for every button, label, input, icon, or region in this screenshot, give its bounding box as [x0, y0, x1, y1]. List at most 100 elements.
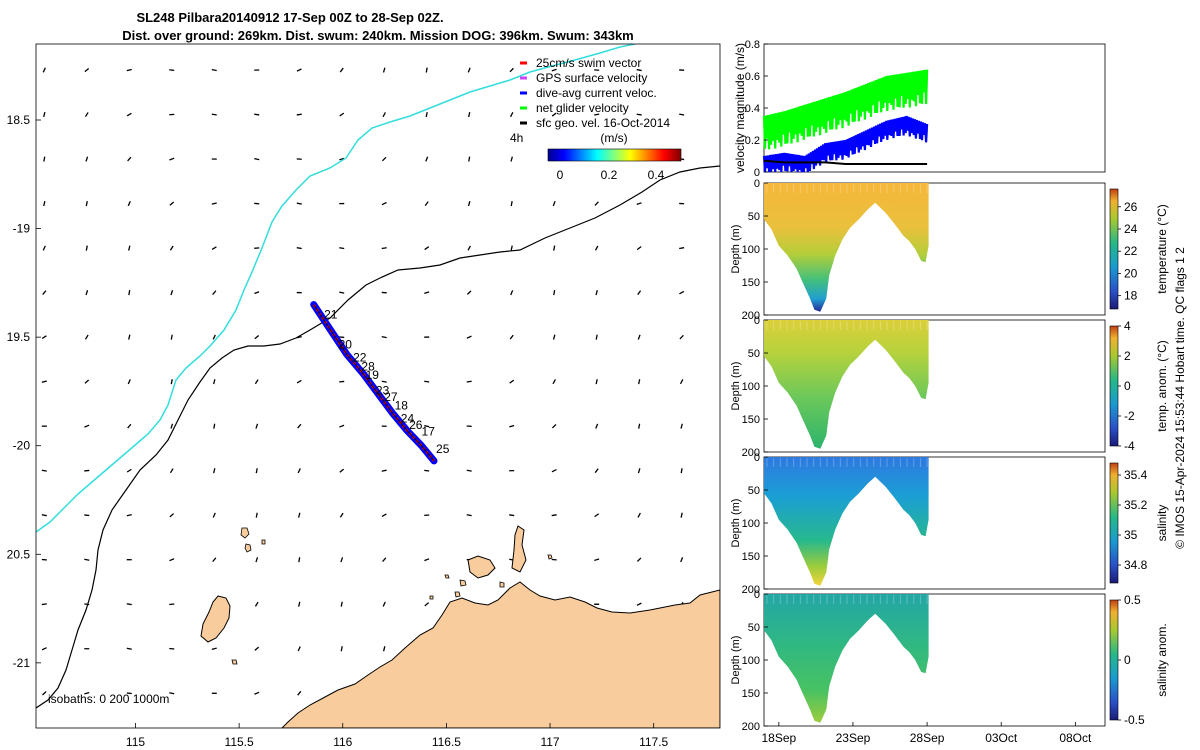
- vector-arrow: [424, 558, 430, 562]
- vector-arrow: [85, 245, 88, 251]
- vector-arrow: [595, 290, 598, 296]
- vector-arrow: [170, 334, 173, 340]
- vector-arrow: [510, 201, 513, 207]
- vector-arrow: [169, 157, 175, 161]
- legend-label: sfc geo. vel. 16-Oct-2014: [536, 116, 670, 130]
- velocity-ytick-label: 0.4: [745, 103, 760, 115]
- map-ytick-label: -21: [13, 656, 31, 670]
- depth-tick-label: 0: [754, 315, 760, 327]
- vector-arrow: [43, 156, 46, 162]
- legend-label: net glider velocity: [536, 101, 629, 115]
- small-islands: [231, 527, 553, 665]
- colorbar-tick-label: 34.8: [1124, 558, 1148, 572]
- vector-arrow: [41, 647, 47, 651]
- vector-arrow: [553, 290, 556, 296]
- map-xtick-label: 115: [126, 735, 145, 749]
- legend-label: dive-avg current veloc.: [536, 86, 657, 100]
- vector-arrow: [553, 245, 556, 251]
- vector-arrow: [468, 111, 471, 118]
- vector-arrow: [84, 558, 90, 561]
- vector-arrow: [255, 423, 259, 429]
- day-label: 28: [361, 359, 375, 373]
- vector-arrow: [297, 423, 302, 429]
- vector-arrow: [254, 157, 260, 161]
- vector-arrow: [636, 68, 642, 72]
- section-panel-salinity-anom: 0 50 100 150 200 Depth (m) 0.5 0 -0.5 salinity an…: [730, 589, 1169, 733]
- dive-avg-current-series: [762, 115, 929, 173]
- vector-arrow: [297, 646, 301, 652]
- vector-arrow: [41, 469, 47, 472]
- vector-arrow: [213, 423, 216, 429]
- vector-arrow: [254, 335, 260, 340]
- time-tick-label: 23Sep: [836, 731, 871, 745]
- section-colorbar: [1109, 188, 1119, 310]
- glider-track: [310, 301, 438, 465]
- chart-subtitle: Dist. over ground: 269km. Dist. swum: 24…: [122, 28, 634, 43]
- depth-tick-label: 0: [754, 589, 760, 601]
- depth-tick-label: 200: [742, 447, 760, 459]
- vector-arrow: [468, 156, 471, 162]
- vector-arrow: [382, 112, 386, 118]
- vector-arrow: [84, 334, 89, 340]
- vector-arrow: [595, 423, 599, 429]
- vector-arrow: [84, 603, 90, 606]
- day-label: 27: [384, 390, 398, 404]
- sfc-geo-vel-series: [763, 159, 928, 165]
- vector-arrow: [595, 379, 598, 385]
- vector-arrow: [169, 201, 175, 206]
- vector-arrow: [84, 112, 89, 118]
- vector-arrow: [43, 201, 46, 207]
- map-xtick-label: 116: [333, 735, 352, 749]
- vector-arrow: [339, 468, 345, 473]
- credit-text: © IMOS 15-Apr-2024 15:53:44 Hobart time.…: [1173, 247, 1187, 549]
- day-label: 25: [436, 442, 450, 456]
- vector-arrow: [509, 424, 515, 428]
- colorbar-tick-label: 35.4: [1124, 468, 1148, 482]
- vector-arrow: [296, 68, 302, 72]
- vector-arrow: [381, 380, 387, 383]
- vector-arrow: [466, 469, 472, 472]
- vector-arrow: [212, 334, 216, 340]
- section-fill: [764, 320, 929, 449]
- vector-arrow: [510, 156, 513, 162]
- vector-arrow: [211, 246, 217, 250]
- depth-tick-label: 150: [742, 414, 760, 426]
- vector-arrow: [680, 512, 683, 518]
- vector-arrow: [594, 245, 599, 251]
- vector-arrow: [510, 290, 514, 296]
- vector-arrow: [255, 468, 258, 474]
- vector-arrow: [254, 646, 260, 651]
- vector-arrow: [552, 379, 556, 385]
- vector-arrow: [339, 67, 344, 73]
- vector-arrow: [425, 111, 428, 118]
- vector-arrow: [213, 468, 216, 474]
- vector-arrow: [424, 201, 429, 206]
- vector-arrow: [170, 423, 174, 429]
- vector-arrow: [552, 201, 556, 207]
- legend-label: 25cm/s swim vector: [536, 56, 641, 70]
- day-label: 20: [339, 338, 353, 352]
- vector-arrow: [43, 111, 46, 118]
- velocity-panel: 0 0.2 0.4 0.6 0.8 velocity magnitude (m/s): [733, 39, 1106, 179]
- vector-arrow: [680, 557, 684, 563]
- vector-arrow: [298, 557, 301, 563]
- isobath-1000m: [36, 44, 636, 533]
- vector-arrow: [170, 379, 173, 385]
- vector-arrow: [594, 513, 600, 518]
- vector-arrow: [41, 603, 47, 606]
- vector-arrow: [637, 290, 642, 296]
- vector-arrow: [211, 113, 217, 116]
- vector-arrow: [381, 513, 387, 518]
- vector-arrow: [298, 601, 301, 607]
- vector-arrow: [551, 68, 557, 72]
- velocity-y-ticks: 0 0.2 0.4 0.6 0.8: [745, 39, 768, 179]
- vector-arrow: [41, 514, 47, 517]
- section-fill: [764, 183, 929, 312]
- vector-arrow: [594, 558, 600, 562]
- colorbar-tick-label: 0: [1124, 379, 1131, 393]
- vector-arrow: [679, 290, 685, 295]
- velocity-ytick-label: 0.8: [745, 39, 760, 51]
- speed-colorbar: [547, 148, 682, 162]
